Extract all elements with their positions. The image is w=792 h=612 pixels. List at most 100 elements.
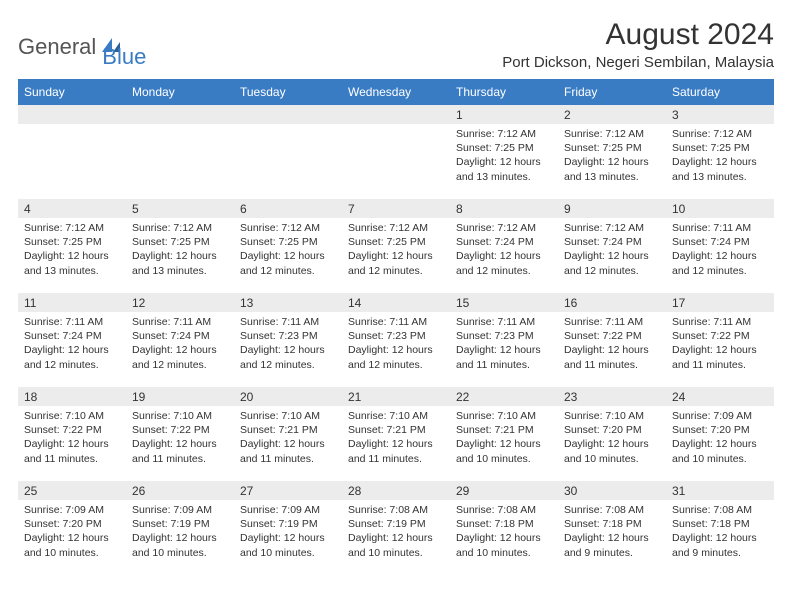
- day-number: 25: [18, 481, 126, 501]
- daylight-text: Daylight: 12 hours and 11 minutes.: [24, 437, 120, 465]
- sunset-text: Sunset: 7:25 PM: [348, 235, 444, 249]
- daylight-text: Daylight: 12 hours and 12 minutes.: [240, 343, 336, 371]
- daylight-text: Daylight: 12 hours and 13 minutes.: [132, 249, 228, 277]
- weekday-header: Saturday: [666, 79, 774, 105]
- sunset-text: Sunset: 7:22 PM: [24, 423, 120, 437]
- sunrise-text: Sunrise: 7:12 AM: [24, 221, 120, 235]
- day-number: 1: [450, 105, 558, 125]
- page-title: August 2024: [502, 18, 774, 52]
- daylight-text: Daylight: 12 hours and 12 minutes.: [672, 249, 768, 277]
- daylight-text: Daylight: 12 hours and 13 minutes.: [24, 249, 120, 277]
- sunrise-text: Sunrise: 7:09 AM: [240, 503, 336, 517]
- day-number: 23: [558, 387, 666, 407]
- sunset-text: Sunset: 7:22 PM: [132, 423, 228, 437]
- day-detail: Sunrise: 7:11 AMSunset: 7:23 PMDaylight:…: [450, 313, 558, 387]
- day-detail: Sunrise: 7:12 AMSunset: 7:25 PMDaylight:…: [666, 125, 774, 199]
- sunrise-text: Sunrise: 7:12 AM: [564, 127, 660, 141]
- day-number: 26: [126, 481, 234, 501]
- day-detail: [234, 125, 342, 199]
- detail-row: Sunrise: 7:09 AMSunset: 7:20 PMDaylight:…: [18, 501, 774, 575]
- sunrise-text: Sunrise: 7:10 AM: [132, 409, 228, 423]
- daylight-text: Daylight: 12 hours and 10 minutes.: [132, 531, 228, 559]
- sunset-text: Sunset: 7:21 PM: [348, 423, 444, 437]
- daynum-row: 11121314151617: [18, 293, 774, 313]
- day-number: 7: [342, 199, 450, 219]
- weekday-header: Friday: [558, 79, 666, 105]
- daynum-row: 123: [18, 105, 774, 125]
- sunset-text: Sunset: 7:20 PM: [564, 423, 660, 437]
- daylight-text: Daylight: 12 hours and 10 minutes.: [348, 531, 444, 559]
- day-detail: Sunrise: 7:09 AMSunset: 7:20 PMDaylight:…: [666, 407, 774, 481]
- logo-text-blue: Blue: [102, 24, 146, 70]
- day-detail: Sunrise: 7:10 AMSunset: 7:22 PMDaylight:…: [18, 407, 126, 481]
- daylight-text: Daylight: 12 hours and 9 minutes.: [564, 531, 660, 559]
- sunset-text: Sunset: 7:19 PM: [348, 517, 444, 531]
- day-number: 2: [558, 105, 666, 125]
- day-detail: Sunrise: 7:09 AMSunset: 7:19 PMDaylight:…: [234, 501, 342, 575]
- sunrise-text: Sunrise: 7:11 AM: [348, 315, 444, 329]
- daylight-text: Daylight: 12 hours and 12 minutes.: [348, 343, 444, 371]
- daynum-row: 18192021222324: [18, 387, 774, 407]
- sunset-text: Sunset: 7:20 PM: [672, 423, 768, 437]
- sunrise-text: Sunrise: 7:09 AM: [672, 409, 768, 423]
- day-detail: Sunrise: 7:11 AMSunset: 7:23 PMDaylight:…: [342, 313, 450, 387]
- day-detail: Sunrise: 7:10 AMSunset: 7:21 PMDaylight:…: [234, 407, 342, 481]
- day-detail: Sunrise: 7:12 AMSunset: 7:24 PMDaylight:…: [558, 219, 666, 293]
- day-detail: Sunrise: 7:11 AMSunset: 7:24 PMDaylight:…: [18, 313, 126, 387]
- sunrise-text: Sunrise: 7:11 AM: [24, 315, 120, 329]
- day-number: 10: [666, 199, 774, 219]
- daylight-text: Daylight: 12 hours and 11 minutes.: [564, 343, 660, 371]
- title-block: August 2024 Port Dickson, Negeri Sembila…: [502, 18, 774, 71]
- day-number: 31: [666, 481, 774, 501]
- day-detail: Sunrise: 7:09 AMSunset: 7:20 PMDaylight:…: [18, 501, 126, 575]
- sunset-text: Sunset: 7:24 PM: [456, 235, 552, 249]
- logo-text-general: General: [18, 34, 96, 60]
- day-detail: Sunrise: 7:12 AMSunset: 7:25 PMDaylight:…: [558, 125, 666, 199]
- sunrise-text: Sunrise: 7:12 AM: [672, 127, 768, 141]
- sunset-text: Sunset: 7:24 PM: [24, 329, 120, 343]
- weekday-header: Monday: [126, 79, 234, 105]
- day-number: 11: [18, 293, 126, 313]
- detail-row: Sunrise: 7:12 AMSunset: 7:25 PMDaylight:…: [18, 125, 774, 199]
- day-number: 8: [450, 199, 558, 219]
- sunset-text: Sunset: 7:22 PM: [672, 329, 768, 343]
- day-number: 17: [666, 293, 774, 313]
- day-detail: Sunrise: 7:10 AMSunset: 7:20 PMDaylight:…: [558, 407, 666, 481]
- sunset-text: Sunset: 7:23 PM: [348, 329, 444, 343]
- daylight-text: Daylight: 12 hours and 11 minutes.: [132, 437, 228, 465]
- day-number: 5: [126, 199, 234, 219]
- sunrise-text: Sunrise: 7:12 AM: [564, 221, 660, 235]
- day-number: 14: [342, 293, 450, 313]
- location-subtitle: Port Dickson, Negeri Sembilan, Malaysia: [502, 54, 774, 71]
- day-detail: Sunrise: 7:10 AMSunset: 7:22 PMDaylight:…: [126, 407, 234, 481]
- day-number: [342, 105, 450, 125]
- daylight-text: Daylight: 12 hours and 10 minutes.: [672, 437, 768, 465]
- sunset-text: Sunset: 7:18 PM: [456, 517, 552, 531]
- sunrise-text: Sunrise: 7:10 AM: [240, 409, 336, 423]
- day-detail: Sunrise: 7:12 AMSunset: 7:25 PMDaylight:…: [342, 219, 450, 293]
- day-detail: Sunrise: 7:09 AMSunset: 7:19 PMDaylight:…: [126, 501, 234, 575]
- daylight-text: Daylight: 12 hours and 11 minutes.: [240, 437, 336, 465]
- day-number: 15: [450, 293, 558, 313]
- day-number: 30: [558, 481, 666, 501]
- daylight-text: Daylight: 12 hours and 13 minutes.: [672, 155, 768, 183]
- sunrise-text: Sunrise: 7:11 AM: [672, 221, 768, 235]
- sunrise-text: Sunrise: 7:12 AM: [456, 127, 552, 141]
- sunrise-text: Sunrise: 7:08 AM: [456, 503, 552, 517]
- sunset-text: Sunset: 7:18 PM: [564, 517, 660, 531]
- day-number: 19: [126, 387, 234, 407]
- sunset-text: Sunset: 7:25 PM: [24, 235, 120, 249]
- weekday-header: Tuesday: [234, 79, 342, 105]
- day-detail: Sunrise: 7:12 AMSunset: 7:25 PMDaylight:…: [126, 219, 234, 293]
- sunset-text: Sunset: 7:19 PM: [132, 517, 228, 531]
- day-detail: Sunrise: 7:08 AMSunset: 7:18 PMDaylight:…: [558, 501, 666, 575]
- sunrise-text: Sunrise: 7:11 AM: [240, 315, 336, 329]
- detail-row: Sunrise: 7:11 AMSunset: 7:24 PMDaylight:…: [18, 313, 774, 387]
- sunrise-text: Sunrise: 7:10 AM: [24, 409, 120, 423]
- daylight-text: Daylight: 12 hours and 12 minutes.: [348, 249, 444, 277]
- sunrise-text: Sunrise: 7:08 AM: [672, 503, 768, 517]
- daylight-text: Daylight: 12 hours and 11 minutes.: [348, 437, 444, 465]
- day-number: [126, 105, 234, 125]
- weekday-header-row: SundayMondayTuesdayWednesdayThursdayFrid…: [18, 79, 774, 105]
- day-number: [234, 105, 342, 125]
